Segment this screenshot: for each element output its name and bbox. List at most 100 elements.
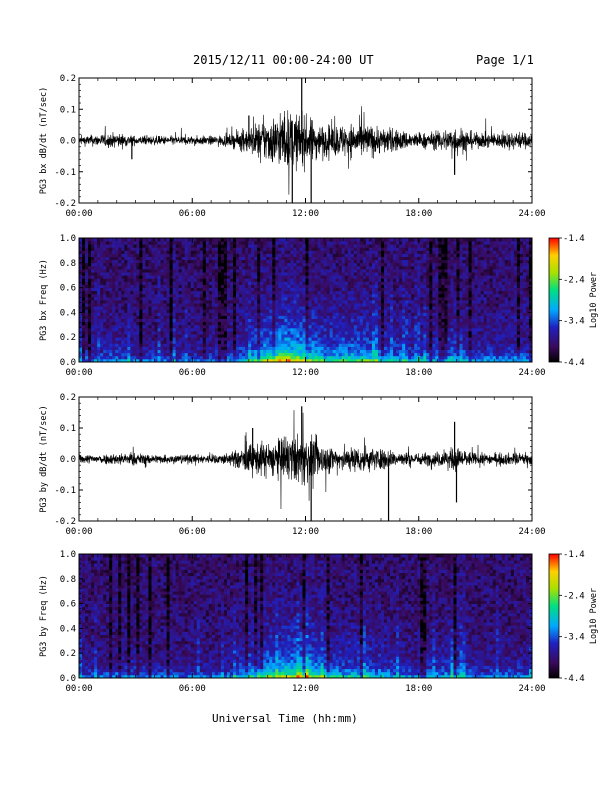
heatmap-cell xyxy=(214,256,219,261)
heatmap-cell xyxy=(136,327,140,332)
heatmap-cell xyxy=(338,327,343,332)
heatmap-cell xyxy=(441,275,445,279)
heatmap-cell xyxy=(124,290,128,295)
heatmap-cell xyxy=(181,312,186,316)
heatmap-cell xyxy=(329,340,334,344)
heatmap-cell xyxy=(423,318,427,323)
heatmap-cell xyxy=(151,265,155,270)
heatmap-cell xyxy=(175,281,180,285)
heatmap-cell xyxy=(365,303,370,307)
heatmap-cell xyxy=(88,278,92,282)
heatmap-cell xyxy=(236,346,240,350)
heatmap-cell xyxy=(263,241,267,245)
heatmap-cell xyxy=(396,340,400,344)
heatmap-cell xyxy=(284,331,288,335)
heatmap-cell xyxy=(196,272,201,276)
heatmap-cell xyxy=(272,275,276,279)
heatmap-cell xyxy=(85,306,89,310)
heatmap-cell xyxy=(381,340,385,344)
heatmap-cell xyxy=(230,247,234,251)
heatmap-cell xyxy=(305,278,309,282)
heatmap-cell xyxy=(323,290,328,295)
heatmap-cell xyxy=(190,324,195,329)
heatmap-cell xyxy=(248,265,252,270)
heatmap-cell xyxy=(181,331,186,335)
heatmap-cell xyxy=(438,352,442,357)
heatmap-cell xyxy=(299,272,303,276)
heatmap-cell xyxy=(429,281,433,285)
heatmap-cell xyxy=(139,355,143,360)
heatmap-cell xyxy=(127,265,131,270)
heatmap-cell xyxy=(181,241,186,245)
heatmap-cell xyxy=(181,247,186,251)
heatmap-cell xyxy=(79,346,83,350)
heatmap-cell xyxy=(181,278,186,282)
heatmap-cell xyxy=(371,315,376,319)
heatmap-cell xyxy=(347,244,352,248)
heatmap-cell xyxy=(356,287,361,292)
heatmap-cell xyxy=(151,324,155,329)
heatmap-cell xyxy=(121,253,125,257)
heatmap-cell xyxy=(166,250,170,254)
heatmap-cell xyxy=(248,318,252,323)
heatmap-cell xyxy=(217,272,222,276)
heatmap-cell xyxy=(335,290,340,295)
heatmap-cell xyxy=(293,247,297,251)
heatmap-cell xyxy=(251,269,255,273)
heatmap-cell xyxy=(320,352,325,357)
heatmap-cell xyxy=(305,324,309,329)
heatmap-cell xyxy=(365,262,370,267)
heatmap-cell xyxy=(311,327,315,332)
heatmap-cell xyxy=(121,262,125,267)
heatmap-cell xyxy=(387,290,391,295)
heatmap-cell xyxy=(365,278,370,282)
heatmap-cell xyxy=(233,352,237,357)
heatmap-cell xyxy=(374,327,379,332)
heatmap-cell xyxy=(115,312,119,316)
heatmap-cell xyxy=(278,241,282,245)
heatmap-cell xyxy=(338,284,343,288)
heatmap-cell xyxy=(242,244,246,248)
heatmap-cell xyxy=(208,238,213,242)
heatmap-cell xyxy=(163,327,167,332)
heatmap-cell xyxy=(266,253,270,257)
heatmap-cell xyxy=(287,312,291,316)
heatmap-cell xyxy=(109,247,113,251)
heatmap-cell xyxy=(91,318,95,323)
heatmap-cell xyxy=(112,352,116,357)
heatmap-cell xyxy=(217,269,222,273)
heatmap-cell xyxy=(362,272,367,276)
heatmap-cell xyxy=(368,247,373,251)
heatmap-cell xyxy=(281,262,285,267)
heatmap-cell xyxy=(106,259,110,264)
heatmap-cell xyxy=(326,309,331,313)
heatmap-cell xyxy=(429,300,433,304)
heatmap-cell xyxy=(396,265,400,270)
heatmap-cell xyxy=(106,321,110,326)
heatmap-cell xyxy=(387,303,391,307)
heatmap-cell xyxy=(166,306,170,310)
heatmap-cell xyxy=(112,303,116,307)
heatmap-cell xyxy=(284,334,288,338)
heatmap-cell xyxy=(356,306,361,310)
heatmap-cell xyxy=(441,312,445,316)
heatmap-cell xyxy=(136,318,140,323)
heatmap-cell xyxy=(368,256,373,261)
heatmap-cell xyxy=(281,340,285,344)
heatmap-cell xyxy=(254,278,258,282)
heatmap-cell xyxy=(329,250,334,254)
heatmap-cell xyxy=(371,303,376,307)
heatmap-cell xyxy=(387,293,391,298)
heatmap-cell xyxy=(420,265,424,270)
heatmap-cell xyxy=(91,355,95,360)
heatmap-cell xyxy=(97,300,101,304)
heatmap-cell xyxy=(103,281,107,285)
heatmap-cell xyxy=(157,321,161,326)
heatmap-cell xyxy=(423,238,427,242)
heatmap-cell xyxy=(278,287,282,292)
heatmap-cell xyxy=(254,238,258,242)
heatmap-cell xyxy=(438,241,442,245)
heatmap-cell xyxy=(112,309,116,313)
heatmap-cell xyxy=(284,293,288,298)
heatmap-cell xyxy=(205,259,210,264)
